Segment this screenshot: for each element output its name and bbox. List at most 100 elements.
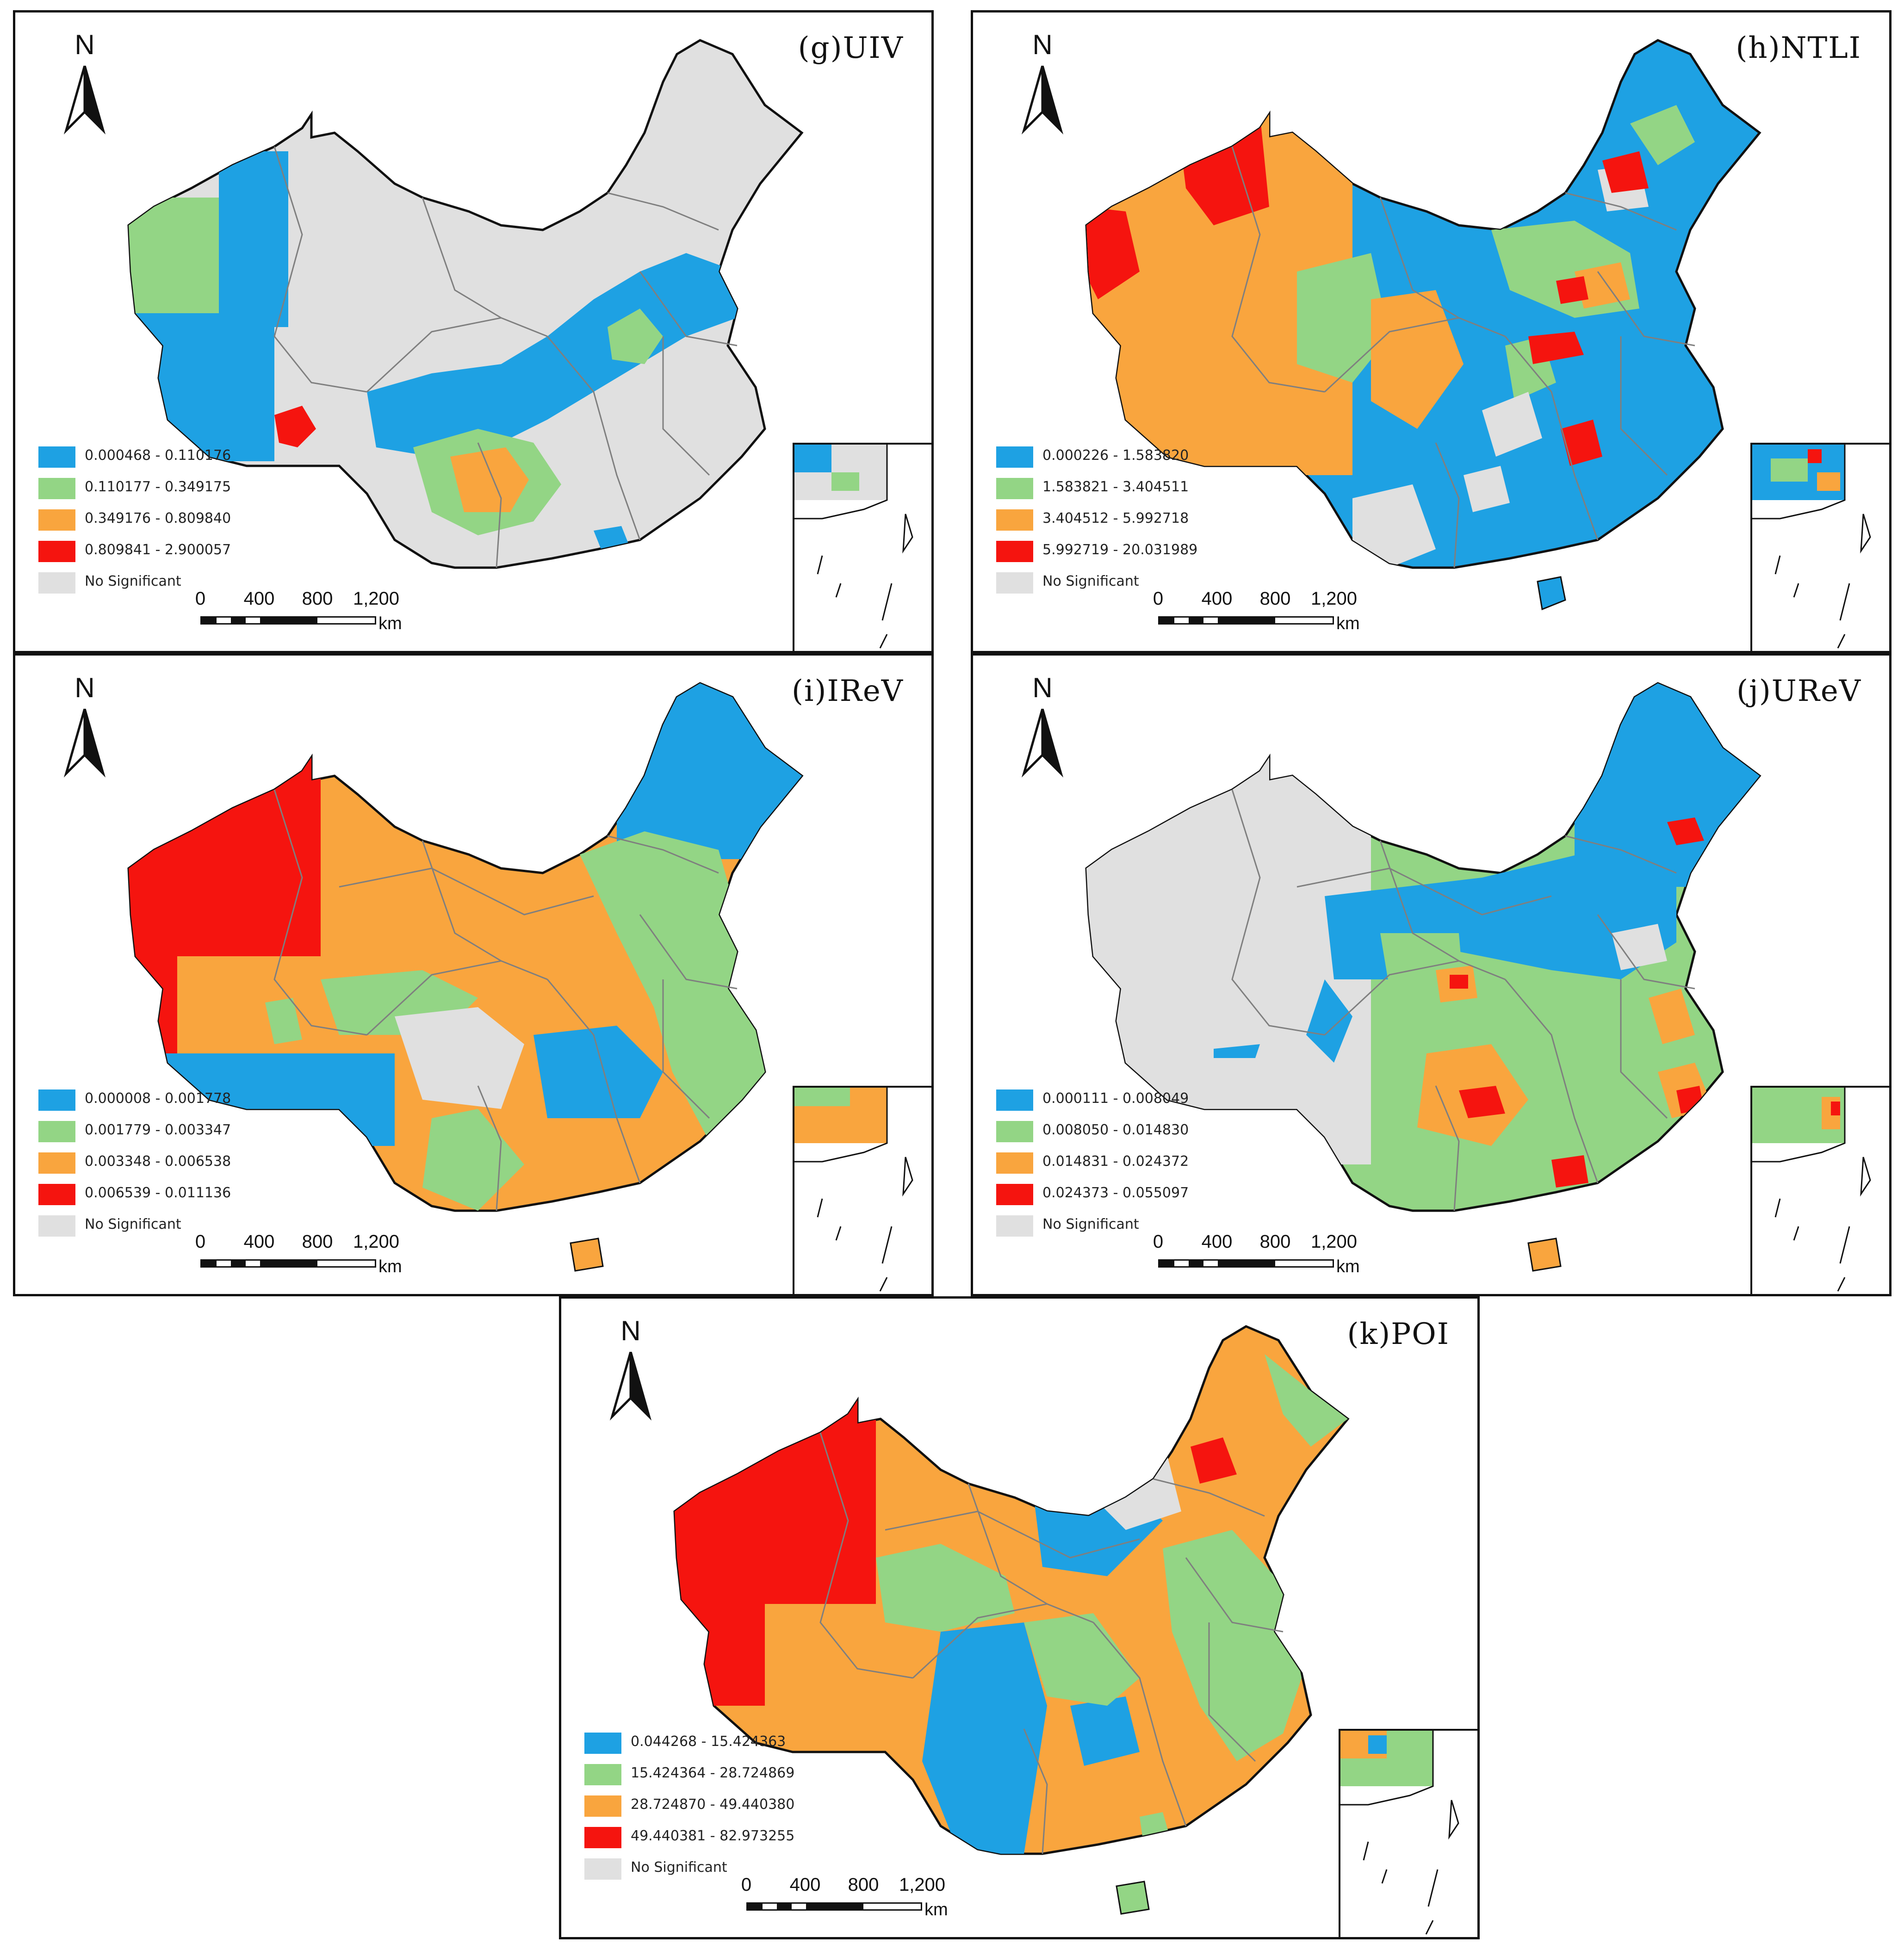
- legend-swatch: [584, 1827, 621, 1848]
- scale-bar-graphic: [1158, 1259, 1334, 1268]
- north-arrow: N: [59, 672, 110, 778]
- south-china-sea-inset: [1750, 443, 1889, 651]
- panel-title: (g)UIV: [798, 31, 904, 65]
- legend-label: No Significant: [1042, 1216, 1139, 1232]
- map-panel-poi: N (k)POI 0.044268 - 15.424363 15.424364 …: [559, 1296, 1480, 1939]
- legend-label: 28.724870 - 49.440380: [631, 1796, 795, 1813]
- north-arrow-icon: [63, 66, 106, 135]
- legend-label: 0.349176 - 0.809840: [85, 510, 231, 526]
- south-china-sea-inset: [1750, 1086, 1889, 1294]
- scale-tick: 0: [741, 1875, 752, 1895]
- scale-tick: 800: [1259, 1232, 1291, 1252]
- legend-label: No Significant: [85, 573, 181, 589]
- north-arrow: N: [1017, 672, 1068, 778]
- legend-swatch: [38, 446, 75, 468]
- legend-swatch: [996, 509, 1033, 531]
- north-arrow: N: [605, 1315, 656, 1421]
- china-map-urev: [1085, 682, 1761, 1272]
- legend-swatch: [38, 1215, 75, 1237]
- legend-label: 3.404512 - 5.992718: [1042, 510, 1189, 526]
- legend-label: 0.003348 - 0.006538: [85, 1153, 231, 1170]
- scale-tick: 0: [1153, 588, 1164, 609]
- legend-swatch: [584, 1764, 621, 1785]
- legend-label: 0.006539 - 0.011136: [85, 1185, 231, 1201]
- scale-tick: 400: [789, 1875, 821, 1895]
- map-panel-urev: N (j)UReV 0.000111 - 0.008049 0.008050 -…: [971, 653, 1892, 1296]
- scale-tick: 1,200: [353, 1232, 400, 1252]
- legend-label: 0.014831 - 0.024372: [1042, 1153, 1189, 1170]
- scale-tick: 800: [1259, 588, 1291, 609]
- china-map-uiv: [127, 39, 804, 569]
- legend-swatch: [38, 572, 75, 594]
- map-panel-irev: N (i)IReV 0.000008 - 0.001778 0.001779 -…: [13, 653, 934, 1296]
- inset-map: [794, 445, 913, 649]
- legend-label: 0.809841 - 2.900057: [85, 542, 231, 558]
- legend-label: 5.992719 - 20.031989: [1042, 542, 1198, 558]
- scale-unit: km: [378, 1257, 402, 1276]
- scale-tick: 400: [1201, 1232, 1233, 1252]
- scale-unit: km: [924, 1900, 948, 1919]
- legend-swatch: [996, 1152, 1033, 1174]
- china-map-ntli: [1085, 39, 1761, 611]
- scale-bar: 0 400 800 1,200 km: [195, 1232, 402, 1287]
- china-map-poi: [673, 1325, 1350, 1915]
- scale-tick: 400: [243, 588, 275, 609]
- scale-tick: 0: [195, 588, 206, 609]
- south-china-sea-inset: [793, 1086, 931, 1294]
- north-arrow-icon: [609, 1352, 652, 1421]
- scale-bar: 0 400 800 1,200 km: [1153, 1232, 1360, 1287]
- scale-tick: 1,200: [1310, 1232, 1358, 1252]
- legend-swatch: [996, 1089, 1033, 1111]
- inset-map: [1752, 1088, 1871, 1292]
- north-label: N: [74, 29, 95, 60]
- legend-swatch: [584, 1733, 621, 1754]
- legend-label: No Significant: [85, 1216, 181, 1232]
- scale-tick: 0: [195, 1232, 206, 1252]
- scale-bar: 0 400 800 1,200 km: [195, 588, 402, 644]
- scale-tick: 800: [302, 588, 333, 609]
- legend-swatch: [584, 1858, 621, 1880]
- legend-swatch: [38, 1121, 75, 1142]
- legend-label: 0.008050 - 0.014830: [1042, 1122, 1189, 1138]
- legend-swatch: [996, 1184, 1033, 1205]
- north-label: N: [1032, 29, 1053, 60]
- scale-tick: 1,200: [1310, 588, 1358, 609]
- scale-bar-graphic: [200, 1259, 376, 1268]
- legend-label: No Significant: [1042, 573, 1139, 589]
- legend-label: 0.024373 - 0.055097: [1042, 1185, 1189, 1201]
- scale-tick: 800: [848, 1875, 879, 1895]
- inset-map: [1752, 445, 1871, 649]
- panel-title: (j)UReV: [1737, 674, 1861, 708]
- scale-tick: 1,200: [899, 1875, 946, 1895]
- legend-label: 0.000226 - 1.583820: [1042, 447, 1189, 464]
- legend-swatch: [584, 1795, 621, 1817]
- scale-tick: 400: [243, 1232, 275, 1252]
- legend-swatch: [38, 478, 75, 499]
- scale-bar: 0 400 800 1,200 km: [1153, 588, 1360, 644]
- legend-swatch: [996, 572, 1033, 594]
- north-arrow: N: [1017, 29, 1068, 135]
- legend-swatch: [38, 509, 75, 531]
- legend-swatch: [996, 1121, 1033, 1142]
- scale-tick: 800: [302, 1232, 333, 1252]
- scale-unit: km: [378, 614, 402, 633]
- scale-unit: km: [1336, 614, 1360, 633]
- south-china-sea-inset: [1339, 1729, 1477, 1937]
- north-arrow-icon: [1021, 709, 1064, 778]
- scale-bar-graphic: [746, 1902, 922, 1911]
- south-china-sea-inset: [793, 443, 931, 651]
- panel-title: (h)NTLI: [1736, 31, 1861, 65]
- legend-label: 49.440381 - 82.973255: [631, 1828, 795, 1844]
- legend-swatch: [996, 478, 1033, 499]
- panel-title: (i)IReV: [792, 674, 904, 708]
- map-panel-uiv: N (g)UIV 0.000468 - 0.110176 0.110177 - …: [13, 10, 934, 653]
- north-label: N: [620, 1315, 641, 1346]
- legend-swatch: [996, 541, 1033, 562]
- scale-bar-graphic: [1158, 616, 1334, 625]
- legend-swatch: [996, 1215, 1033, 1237]
- legend-label: 1.583821 - 3.404511: [1042, 479, 1189, 495]
- legend-swatch: [38, 1184, 75, 1205]
- legend-swatch: [38, 541, 75, 562]
- legend-swatch: [996, 446, 1033, 468]
- scale-unit: km: [1336, 1257, 1360, 1276]
